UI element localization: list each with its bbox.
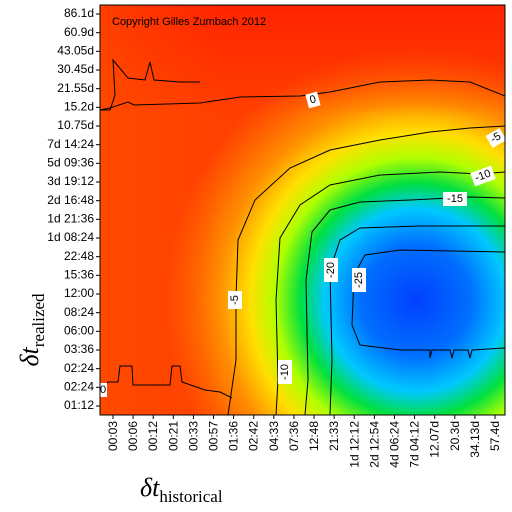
y-tick-label: 5d 09:36 [47,156,94,170]
y-tick-label: 30.45d [57,62,94,76]
y-tick-label: 15.2d [64,100,94,114]
x-tick-label: 00:21 [166,421,180,451]
x-axis-title: δthistorical [140,473,223,506]
heatmap-plot-area [100,5,505,415]
y-tick-label: 2d 16:48 [47,193,94,207]
y-tick-label: 86.1d [64,6,94,20]
x-tick-label: 12.07d [428,421,442,458]
x-tick-label: 02:42 [247,421,261,451]
contour-label-5-right: -5 [485,127,507,149]
contour-label-box [305,91,321,109]
y-tick-label: 3d 19:12 [47,174,94,188]
y-axis-title: δtrealized [15,293,48,367]
y-axis-title-main: δt [15,346,44,366]
y-tick-label: 21.55d [57,81,94,95]
x-tick-label: 00:12 [146,421,160,451]
y-tick-label: 02:24 [64,380,94,394]
y-tick-label: 15:36 [64,268,94,282]
x-tick-label: 20.3d [448,421,462,451]
contour-label-box [228,291,242,309]
x-tick-label: 7d 04:12 [408,421,422,468]
contour-line-20 [329,225,505,415]
plot-frame [99,4,506,416]
y-tick-label: 22:48 [64,249,94,263]
heatmap-left-band [100,5,220,415]
y-tick-label: 08:24 [64,305,94,319]
x-tick-label: 4d 06:24 [387,421,401,468]
y-tick-label: 60.9d [64,25,94,39]
contour-label-text: 0 [100,384,106,396]
x-axis-title-main: δt [140,473,160,502]
y-tick-label: 1d 08:24 [47,230,94,244]
x-tick-label: 01:36 [227,421,241,451]
x-tick-label: 57.4d [488,421,502,451]
x-tick-label: 00:06 [126,421,140,451]
contour-label-box [99,383,107,397]
contour-label-text: -15 [447,193,463,205]
contour-label-10-right: -10 [470,165,496,187]
y-tick-label: 03:36 [64,342,94,356]
y-tick-label: 01:12 [64,398,94,412]
contour-label-20: -20 [324,258,338,282]
x-tick-label: 00:57 [207,421,221,451]
contour-label-25: -25 [352,268,366,292]
y-axis: 01:12 02:24 02:24 03:36 06:00 08:24 12:00 15:36… [47,6,100,412]
contour-line-5 [227,125,505,415]
contour-line-0-left [100,58,200,111]
x-tick-label: 04:33 [267,421,281,451]
contour-label-text: 0 [308,93,317,106]
contour-label-box [278,360,292,384]
contour-line-0-upper [100,79,505,111]
x-tick-label: 07:36 [287,421,301,451]
contour-line-10 [275,171,505,415]
contour-label-5-left: -5 [228,291,242,309]
x-axis: 00:03 00:06 00:12 00:21 00:33 00:57 01:36 02:42… [106,415,502,468]
contour-label-0-top: 0 [305,91,321,109]
y-tick-label: 7d 14:24 [47,137,94,151]
y-tick-label: 10.75d [57,118,94,132]
contour-label-text: -5 [229,295,241,305]
y-tick-label: 43.05d [57,44,94,58]
contour-label-text: -10 [473,168,492,185]
contour-label-15: -15 [443,192,467,206]
x-tick-label: 2d 12:54 [367,421,381,468]
contour-line-0-bottom [100,365,233,399]
y-tick-label: 1d 21:36 [47,212,94,226]
contour-label-text: -10 [279,364,291,380]
contour-label-box [485,127,507,149]
contour-label-text: -25 [353,272,365,288]
x-tick-label: 12:48 [307,421,321,451]
y-axis-title-sub: realized [29,293,48,347]
x-tick-label: 1d 12:12 [347,421,361,468]
y-tick-label: 06:00 [64,324,94,338]
contour-label-0-bottom: 0 [99,383,107,397]
x-tick-label: 00:03 [106,421,120,451]
contour-label-10-left: -10 [278,360,292,384]
x-tick-label: 34.13d [468,421,482,458]
y-tick-label: 12:00 [64,286,94,300]
contour-label-text: -20 [325,262,337,278]
copyright-text: Copyright Gilles Zumbach 2012 [112,16,266,28]
x-axis-title-sub: historical [159,487,223,506]
x-tick-label: 21:33 [327,421,341,451]
y-tick-label: 02:24 [64,361,94,375]
y-axis-title-text: δtrealized [15,293,48,367]
contour-label-box [352,268,366,292]
contour-label-box [470,165,496,187]
contour-label-box [443,192,467,206]
contour-label-box [324,258,338,282]
x-tick-label: 00:33 [186,421,200,451]
